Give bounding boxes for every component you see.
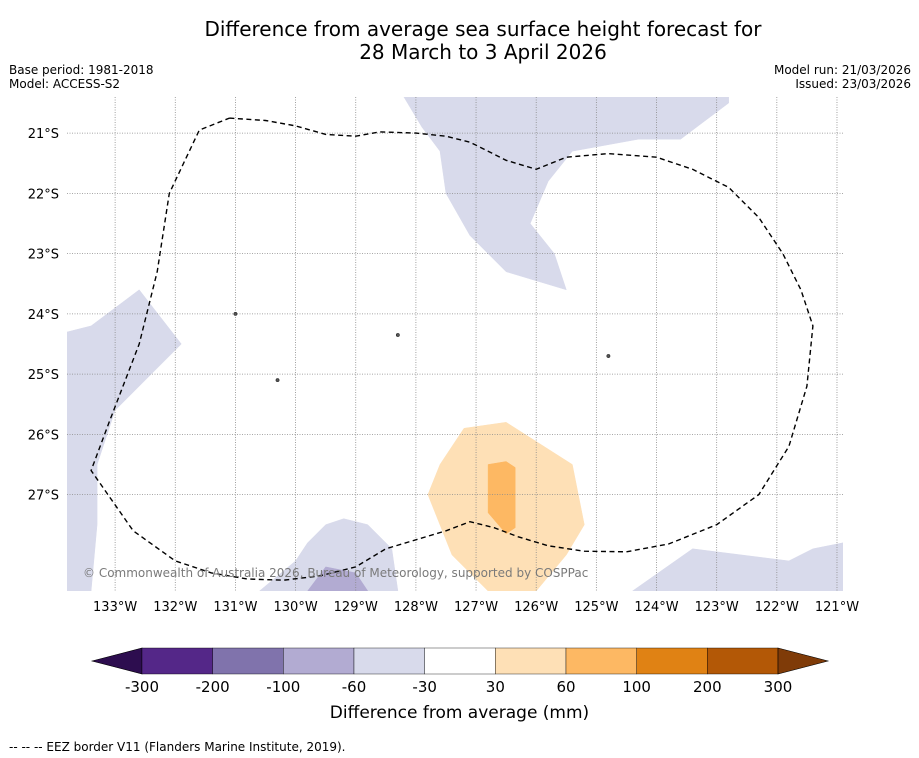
y-tick-label: 23°S bbox=[28, 248, 59, 263]
colorbar-tick-label: 200 bbox=[693, 678, 722, 696]
source-note: -- -- -- EEZ border V11 (Flanders Marine… bbox=[9, 740, 346, 754]
y-tick-label: 25°S bbox=[28, 368, 59, 383]
region-south-positive-core bbox=[487, 461, 516, 535]
x-tick-label: 129°W bbox=[334, 600, 378, 615]
colorbar-tick-label: 60 bbox=[556, 678, 575, 696]
colorbar-bin bbox=[636, 647, 708, 675]
meta-left: Base period: 1981-2018 Model: ACCESS-S2 bbox=[9, 63, 154, 91]
colorbar-bin bbox=[353, 647, 425, 675]
colorbar-extend-high bbox=[777, 647, 830, 675]
gridlines bbox=[67, 97, 843, 591]
colorbar-tick-label: 30 bbox=[486, 678, 505, 696]
x-tick-label: 130°W bbox=[274, 600, 318, 615]
colorbar-tick-label: -300 bbox=[125, 678, 159, 696]
colorbar-bin bbox=[424, 647, 496, 675]
colorbar-bin bbox=[141, 647, 213, 675]
base-period: Base period: 1981-2018 bbox=[9, 63, 154, 77]
colorbar-bin bbox=[707, 647, 779, 675]
copyright-notice: © Commonwealth of Australia 2026, Bureau… bbox=[83, 566, 588, 580]
y-tick-label: 22°S bbox=[28, 187, 59, 202]
y-tick-label: 24°S bbox=[28, 308, 59, 323]
region-southeast-negative bbox=[632, 542, 843, 591]
colorbar-tick-label: -100 bbox=[266, 678, 300, 696]
x-tick-label: 132°W bbox=[153, 600, 197, 615]
chart-title: Difference from average sea surface heig… bbox=[0, 18, 919, 64]
x-tick-label: 127°W bbox=[454, 600, 498, 615]
region-south-central-negative bbox=[259, 518, 399, 591]
anomaly-regions bbox=[67, 97, 843, 591]
eez-border bbox=[90, 117, 814, 581]
islands bbox=[233, 311, 611, 383]
meta-right: Model run: 21/03/2026 Issued: 23/03/2026 bbox=[774, 63, 911, 91]
x-tick-label: 124°W bbox=[634, 600, 678, 615]
x-tick-label: 126°W bbox=[514, 600, 558, 615]
x-tick-labels: 133°W 132°W 131°W 130°W 129°W 128°W 127°W 126°W… bbox=[93, 600, 859, 615]
colorbar-tick-label: 100 bbox=[622, 678, 651, 696]
x-tick-label: 121°W bbox=[815, 600, 859, 615]
x-tick-label: 133°W bbox=[93, 600, 137, 615]
y-tick-label: 26°S bbox=[28, 428, 59, 443]
model-run: Model run: 21/03/2026 bbox=[773, 63, 911, 77]
issued-date: Issued: 23/03/2026 bbox=[795, 77, 911, 91]
colorbar-extend-low bbox=[90, 647, 143, 675]
y-tick-label: 21°S bbox=[28, 127, 59, 142]
colorbar-bin bbox=[283, 647, 355, 675]
x-tick-label: 125°W bbox=[574, 600, 618, 615]
map-chart: © Commonwealth of Australia 2026, Bureau… bbox=[28, 97, 859, 696]
colorbar-bin bbox=[565, 647, 637, 675]
region-north-central-negative bbox=[403, 97, 729, 291]
title-line-1: Difference from average sea surface heig… bbox=[204, 17, 762, 41]
island-marker bbox=[395, 333, 400, 337]
x-tick-label: 131°W bbox=[213, 600, 257, 615]
colorbar-bin bbox=[495, 647, 567, 675]
eez-border-layer bbox=[90, 117, 814, 581]
colorbar-tick-label: 300 bbox=[764, 678, 793, 696]
region-west-negative bbox=[67, 289, 182, 591]
colorbar-tick-label: -30 bbox=[412, 678, 437, 696]
island-marker bbox=[275, 378, 280, 383]
model-name: Model: ACCESS-S2 bbox=[9, 77, 121, 91]
x-tick-label: 122°W bbox=[755, 600, 799, 615]
y-tick-label: 27°S bbox=[28, 489, 59, 504]
title-line-2: 28 March to 3 April 2026 bbox=[359, 40, 607, 64]
colorbar-tick-label: -200 bbox=[196, 678, 230, 696]
island-marker bbox=[606, 354, 611, 358]
island-marker bbox=[233, 311, 238, 316]
x-tick-label: 123°W bbox=[695, 600, 739, 615]
colorbar-bin bbox=[212, 647, 284, 675]
colorbar-tick-label: -60 bbox=[342, 678, 367, 696]
x-tick-label: 128°W bbox=[394, 600, 438, 615]
colorbar-label: Difference from average (mm) bbox=[329, 703, 590, 723]
y-tick-labels: 21°S 22°S 23°S 24°S 25°S 26°S 27°S bbox=[28, 127, 59, 503]
colorbar: -300 -200 -100 -60 -30 30 60 100 200 300 bbox=[90, 647, 830, 696]
